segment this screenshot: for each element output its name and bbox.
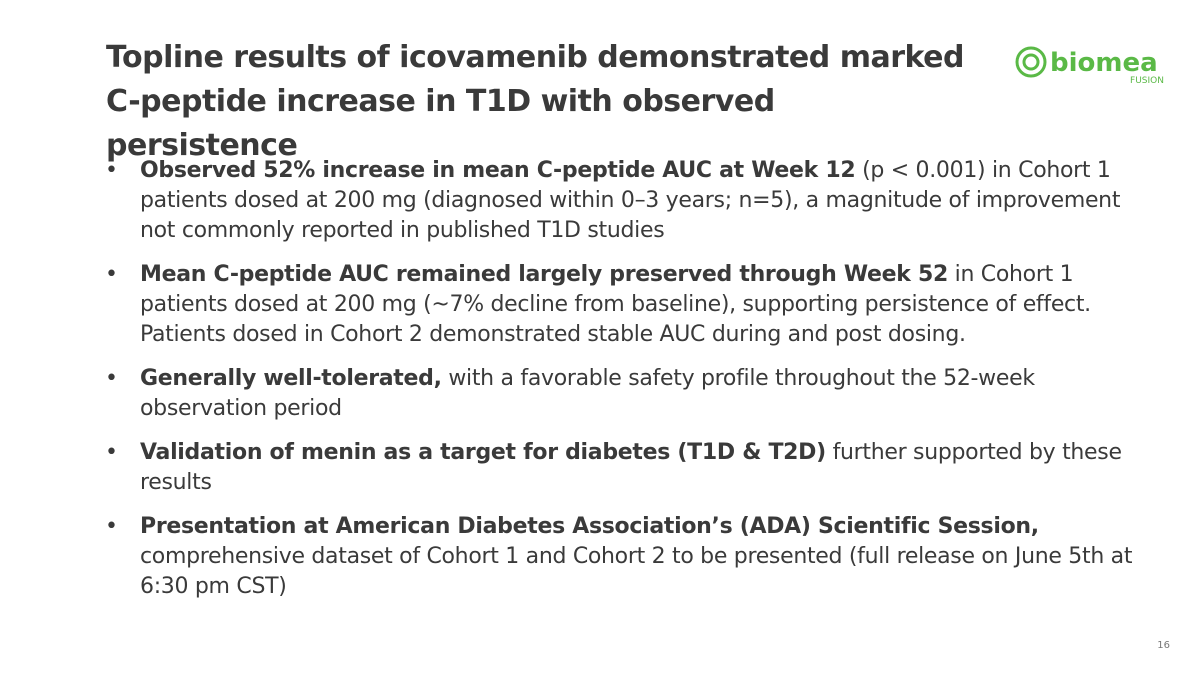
bullet: Validation of menin as a target for diab… — [105, 438, 1145, 498]
logo: biomea FUSION — [1015, 46, 1164, 86]
bullet-text: further supported by these results — [140, 440, 1129, 495]
bullet-text: with a favorable safety profile througho… — [140, 366, 1042, 421]
bullet-text: comprehensive dataset of Cohort 1 and Co… — [140, 514, 1139, 599]
bullet: Presentation at American Diabetes Associ… — [105, 512, 1145, 602]
bullet-text: (p < 0.001) in Cohort 1 patients dosed a… — [140, 158, 1127, 243]
bullet: Mean C-peptide AUC remained largely pres… — [105, 260, 1145, 350]
bullet-bold: Presentation at American Diabetes Associ… — [140, 514, 1039, 539]
bullet-text: in Cohort 1 patients dosed at 200 mg (~7… — [140, 262, 1098, 347]
bullet-bold: Validation of menin as a target for diab… — [140, 440, 826, 465]
bullet-bold: Observed 52% increase in mean C-peptide … — [140, 158, 856, 183]
bullet-bold: Mean C-peptide AUC remained largely pres… — [140, 262, 948, 287]
page-number: 16 — [1157, 640, 1170, 651]
bullet: Observed 52% increase in mean C-peptide … — [105, 156, 1145, 246]
logo-ring — [1015, 46, 1047, 78]
logo-text: biomea — [1050, 48, 1158, 78]
title: Topline results of icovamenib demonstrat… — [106, 40, 964, 163]
bullet-bold: Generally well-tolerated, — [140, 366, 442, 391]
bullet-list: Observed 52% increase in mean C-peptide … — [105, 156, 1145, 616]
bullet: Generally well-tolerated, with a favorab… — [105, 364, 1145, 424]
logo-ring-inner — [1022, 53, 1040, 71]
logo-sub: FUSION — [1130, 76, 1164, 86]
